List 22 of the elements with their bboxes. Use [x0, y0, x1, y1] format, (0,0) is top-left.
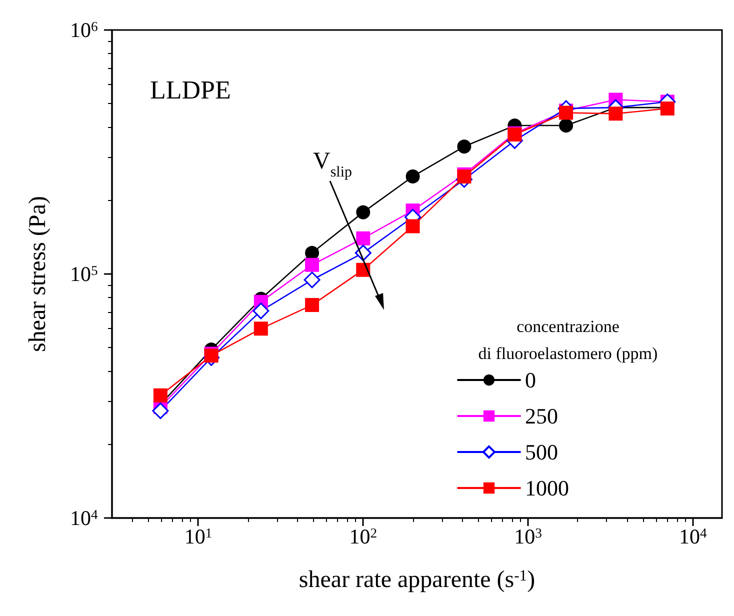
point: [356, 205, 370, 220]
point: [608, 106, 623, 121]
point: [305, 258, 320, 272]
legend-label: 250: [525, 404, 558, 428]
point: [406, 219, 420, 234]
y-axis-title: shear stress (Pa): [25, 196, 51, 352]
point: [153, 388, 168, 402]
point: [559, 118, 574, 133]
point: [305, 298, 320, 312]
point: [457, 140, 472, 154]
point: [254, 322, 268, 336]
legend-label: 0: [525, 368, 536, 392]
annotation: LLDPE: [150, 76, 231, 104]
point: [356, 231, 370, 246]
legend-label: 1000: [525, 476, 569, 500]
point: [152, 402, 169, 420]
legend-label: 500: [525, 440, 558, 464]
legend-title: concentrazione di fluoroelastomero (ppm): [478, 317, 658, 363]
point: [252, 302, 270, 320]
point: [406, 169, 420, 184]
point: [304, 272, 320, 288]
point: [305, 246, 320, 260]
